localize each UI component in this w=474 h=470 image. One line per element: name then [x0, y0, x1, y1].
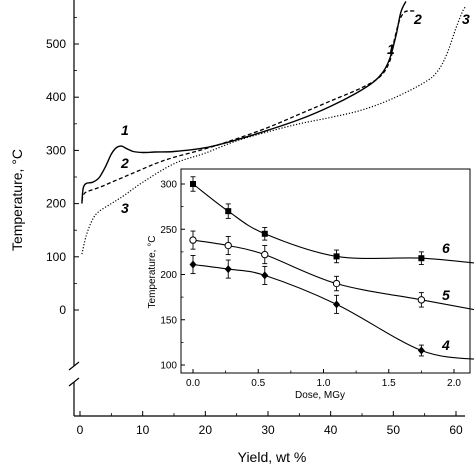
marker-diamond — [189, 260, 197, 269]
inset-series-5-point — [261, 245, 269, 265]
x-tick-label: 40 — [324, 423, 338, 437]
inset-series-6-point — [225, 203, 232, 219]
y-tick-label: 100 — [46, 250, 66, 264]
marker-square — [333, 253, 340, 260]
marker-circle — [417, 296, 426, 304]
series-3-label: 3 — [121, 200, 129, 216]
x-tick-label: 60 — [449, 423, 463, 437]
inset-series-6-point — [418, 251, 425, 265]
inset-series-6-point — [261, 226, 268, 241]
x-axis-title: Yield, wt % — [238, 449, 307, 465]
x-tick-label: 10 — [136, 423, 150, 437]
inset-series-6-point — [190, 176, 196, 192]
axis-break-mark — [68, 377, 80, 387]
inset-x-tick-label: 1.5 — [382, 378, 396, 389]
inset-x-tick-label: 2.0 — [447, 378, 461, 389]
marker-circle — [332, 279, 341, 288]
series-2-line — [81, 10, 416, 202]
inset-x-tick-label: 1.0 — [317, 378, 331, 389]
inset-series-4-point — [261, 265, 269, 285]
inset-series-4-point — [189, 255, 197, 275]
marker-square — [261, 230, 268, 237]
series-2-label: 2 — [120, 155, 129, 171]
series-3-line — [81, 6, 466, 255]
y-tick-label: 400 — [46, 90, 66, 104]
inset-series-5-point — [332, 275, 341, 292]
marker-square — [418, 255, 425, 262]
y-tick-label: 0 — [59, 303, 66, 317]
marker-circle — [189, 236, 197, 244]
x-tick-label: 30 — [261, 423, 275, 437]
marker-square — [225, 208, 232, 215]
axis-break-mark — [68, 361, 80, 371]
inset-x-tick-label: 0.5 — [251, 378, 265, 389]
inset-y-tick-label: 250 — [160, 225, 177, 236]
inset-series-4-label: 4 — [441, 337, 450, 353]
series-2-label: 2 — [413, 11, 422, 27]
marker-diamond — [333, 300, 341, 309]
inset-series-6-point — [333, 249, 340, 264]
marker-circle — [224, 241, 232, 250]
x-tick-label: 0 — [77, 423, 84, 437]
inset-series-6-label: 6 — [442, 240, 450, 256]
inset-frame — [180, 168, 471, 374]
x-tick-label: 20 — [199, 423, 213, 437]
inset-y-tick-label: 200 — [160, 270, 177, 281]
inset-series-5-point — [224, 236, 232, 256]
inset-y-tick-label: 150 — [160, 315, 177, 326]
series-1-line — [81, 1, 407, 204]
inset-series-5-label: 5 — [442, 287, 450, 303]
inset-y-tick-label: 300 — [160, 180, 177, 191]
inset-x-axis-title: Dose, MGy — [295, 390, 345, 401]
inset-series-5-point — [417, 292, 426, 308]
inset-y-tick-label: 100 — [160, 361, 177, 372]
marker-square — [190, 181, 196, 187]
main-axes: 0 100 200 300 400 500 0 10 20 30 40 50 60 Yield, wt %… — [9, 0, 465, 465]
inset-x-tick-label: 0.0 — [186, 378, 200, 389]
series-3-label: 3 — [462, 11, 470, 27]
y-tick-label: 500 — [46, 37, 66, 51]
marker-diamond — [261, 271, 269, 280]
inset-series-4-point — [417, 344, 425, 357]
main-series: 1 2 3 1 2 3 — [81, 1, 470, 255]
axis-break-gap — [68, 366, 80, 382]
y-axis-title: Temperature, °C — [9, 149, 25, 251]
y-tick-label: 200 — [46, 197, 66, 211]
inset-series-4-point — [333, 294, 341, 314]
marker-diamond — [417, 346, 425, 355]
marker-diamond — [224, 265, 232, 274]
y-tick-label: 300 — [46, 143, 66, 157]
inset-series-4-point — [224, 259, 232, 279]
series-1-label: 1 — [121, 122, 129, 138]
inset-y-axis-title: Temperature, °C — [147, 236, 158, 309]
inset-chart: 100 150 200 250 300 0.0 0.5 1.0 1.5 2.0 Dose, MGy T… — [147, 168, 474, 401]
marker-circle — [261, 250, 269, 259]
inset-series-5-point — [189, 230, 197, 250]
series-1-label: 1 — [387, 41, 395, 57]
x-tick-label: 50 — [387, 423, 401, 437]
